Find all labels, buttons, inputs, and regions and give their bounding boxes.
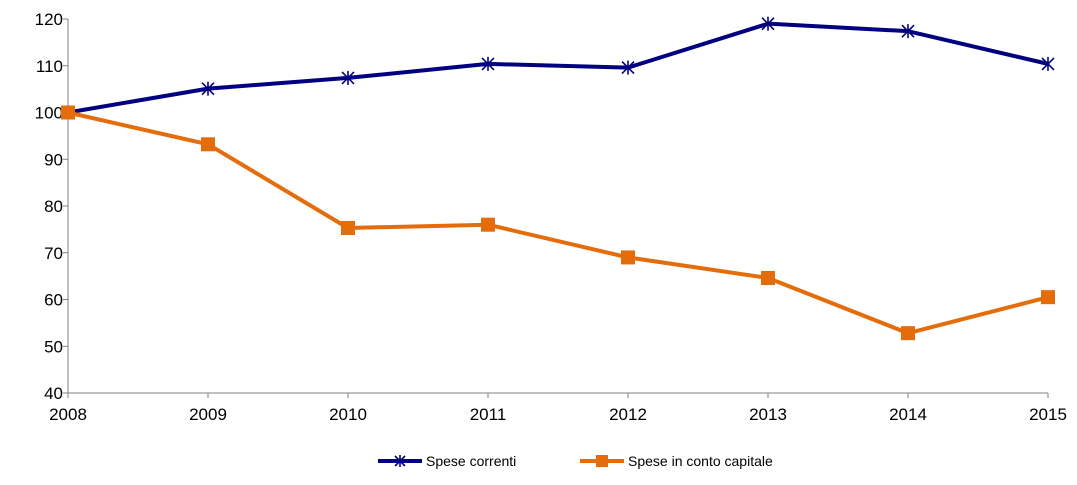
x-tick-label: 2011	[470, 405, 507, 424]
data-point	[621, 250, 635, 265]
x-tick-label: 2015	[1029, 405, 1067, 424]
y-tick-label: 60	[44, 291, 63, 310]
x-tick-label: 2012	[609, 405, 647, 424]
data-point	[621, 60, 635, 75]
data-point	[341, 70, 355, 85]
y-tick-label: 110	[36, 57, 63, 76]
y-tick-label: 80	[44, 197, 63, 216]
legend-label: Spese correnti	[426, 453, 516, 469]
series-line	[67, 110, 1049, 336]
data-point	[481, 56, 495, 71]
y-tick-label: 90	[44, 150, 63, 169]
x-tick-label: 2009	[189, 405, 227, 424]
series-0	[61, 16, 1055, 120]
data-point	[901, 326, 915, 341]
legend-item: Spese in conto capitale	[580, 453, 773, 469]
data-point	[201, 137, 215, 152]
data-point	[1041, 290, 1055, 305]
x-tick-label: 2014	[889, 405, 927, 424]
x-axis-ticks: 2008 2009 2010 2011 2012 2013 2014 2015	[49, 393, 1067, 424]
legend-item: Spese correnti	[378, 453, 516, 469]
y-tick-label: 100	[35, 104, 63, 123]
legend-marker	[596, 455, 608, 467]
legend-label: Spese in conto capitale	[628, 453, 773, 469]
data-point	[761, 16, 775, 31]
x-tick-label: 2013	[749, 405, 787, 424]
y-axis-ticks: 40 50 60 70 80 90 100 110 120	[35, 10, 68, 403]
data-point	[901, 24, 915, 39]
y-tick-label: 50	[44, 337, 63, 356]
y-tick-label: 40	[44, 384, 63, 403]
y-tick-label: 120	[35, 10, 63, 29]
legend-marker	[394, 455, 406, 467]
data-point	[761, 270, 775, 285]
x-tick-label: 2010	[329, 405, 367, 424]
data-point	[1041, 56, 1055, 71]
x-tick-label: 2008	[49, 405, 87, 424]
series-line	[67, 21, 1049, 115]
data-point	[201, 81, 215, 96]
data-point	[341, 220, 355, 235]
legend: Spese correnti Spese in conto capitale	[378, 453, 773, 469]
data-point	[481, 217, 495, 232]
series-1	[61, 105, 1055, 341]
data-point	[61, 105, 75, 120]
series-layer	[61, 16, 1055, 341]
y-tick-label: 70	[44, 244, 63, 263]
